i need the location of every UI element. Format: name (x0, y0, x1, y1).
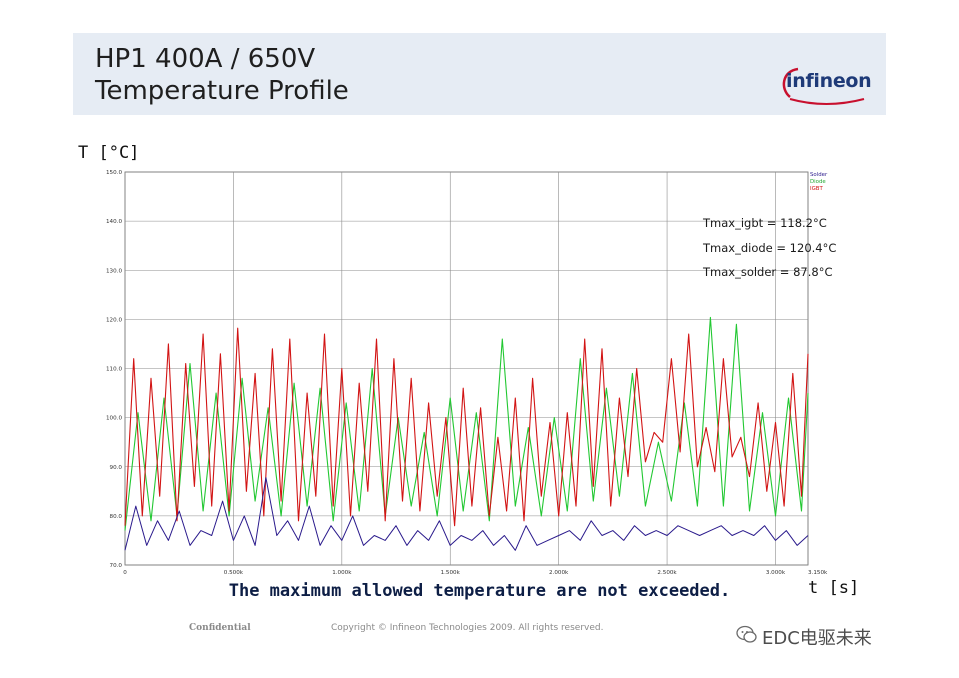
y-axis-unit-label: T [°C] (78, 143, 140, 163)
x-tick-label: 3.150k (808, 570, 828, 576)
x-tick-labels: 0 0.500k 1.000k 1.500k 2.000k 2.500k 3.000k 3.1… (123, 570, 828, 576)
x-tick-label: 2.500k (657, 570, 677, 576)
y-tick-label: 120.0 (106, 317, 122, 323)
slide-title-band: HP1 400A / 650V Temperature Profile infi… (73, 33, 886, 115)
footer-copyright: Copyright © Infineon Technologies 2009. … (331, 623, 604, 633)
x-tick-label: 2.000k (549, 570, 569, 576)
y-tick-label: 80.0 (110, 514, 123, 520)
logo-text: infineon (786, 70, 872, 92)
temperature-chart: 70.0 80.0 90.0 100.0 110.0 120.0 130.0 140.0 150… (106, 170, 836, 576)
footer-confidential: Confidential (189, 623, 251, 633)
slide-caption: The maximum allowed temperature are not … (228, 581, 731, 601)
annotations: Tmax_igbt = 118.2°C Tmax_diode = 120.4°C… (702, 216, 836, 279)
x-axis-unit-label: t [s] (808, 578, 860, 598)
series-line-igbt (124, 327, 809, 527)
legend-entry-igbt: IGBT (810, 186, 823, 192)
y-tick-labels: 70.0 80.0 90.0 100.0 110.0 120.0 130.0 140.0 150… (106, 170, 122, 569)
slide-title-line-1: HP1 400A / 650V (95, 44, 316, 74)
annotation-tmax-solder: Tmax_solder = 87.8°C (702, 265, 833, 279)
y-tick-label: 110.0 (106, 367, 122, 373)
x-tick-label: 0 (123, 570, 127, 576)
x-tick-label: 1.000k (332, 570, 352, 576)
x-tick-label: 3.000k (766, 570, 786, 576)
slide-title-line-2: Temperature Profile (95, 76, 349, 106)
x-tick-label: 1.500k (441, 570, 461, 576)
y-tick-label: 140.0 (106, 219, 122, 225)
infineon-logo: infineon (776, 63, 872, 109)
annotation-tmax-igbt: Tmax_igbt = 118.2°C (702, 216, 827, 230)
y-tick-label: 130.0 (106, 268, 122, 274)
annotation-tmax-diode: Tmax_diode = 120.4°C (702, 241, 836, 255)
y-tick-label: 90.0 (110, 465, 123, 471)
series-line-solder (124, 477, 809, 551)
watermark-text: EDC电驱未来 (762, 628, 872, 649)
logo-arc-icon (782, 67, 865, 105)
x-tick-label: 0.500k (224, 570, 244, 576)
y-tick-label: 100.0 (106, 416, 122, 422)
wechat-icon (736, 625, 757, 643)
y-tick-label: 70.0 (110, 563, 123, 569)
series-line-diode (124, 316, 809, 531)
series-layer (124, 316, 809, 551)
y-tick-label: 150.0 (106, 170, 122, 176)
legend-entry-diode: Diode (810, 179, 826, 185)
legend: Solder Diode IGBT (810, 172, 828, 192)
legend-entry-solder: Solder (810, 172, 828, 178)
